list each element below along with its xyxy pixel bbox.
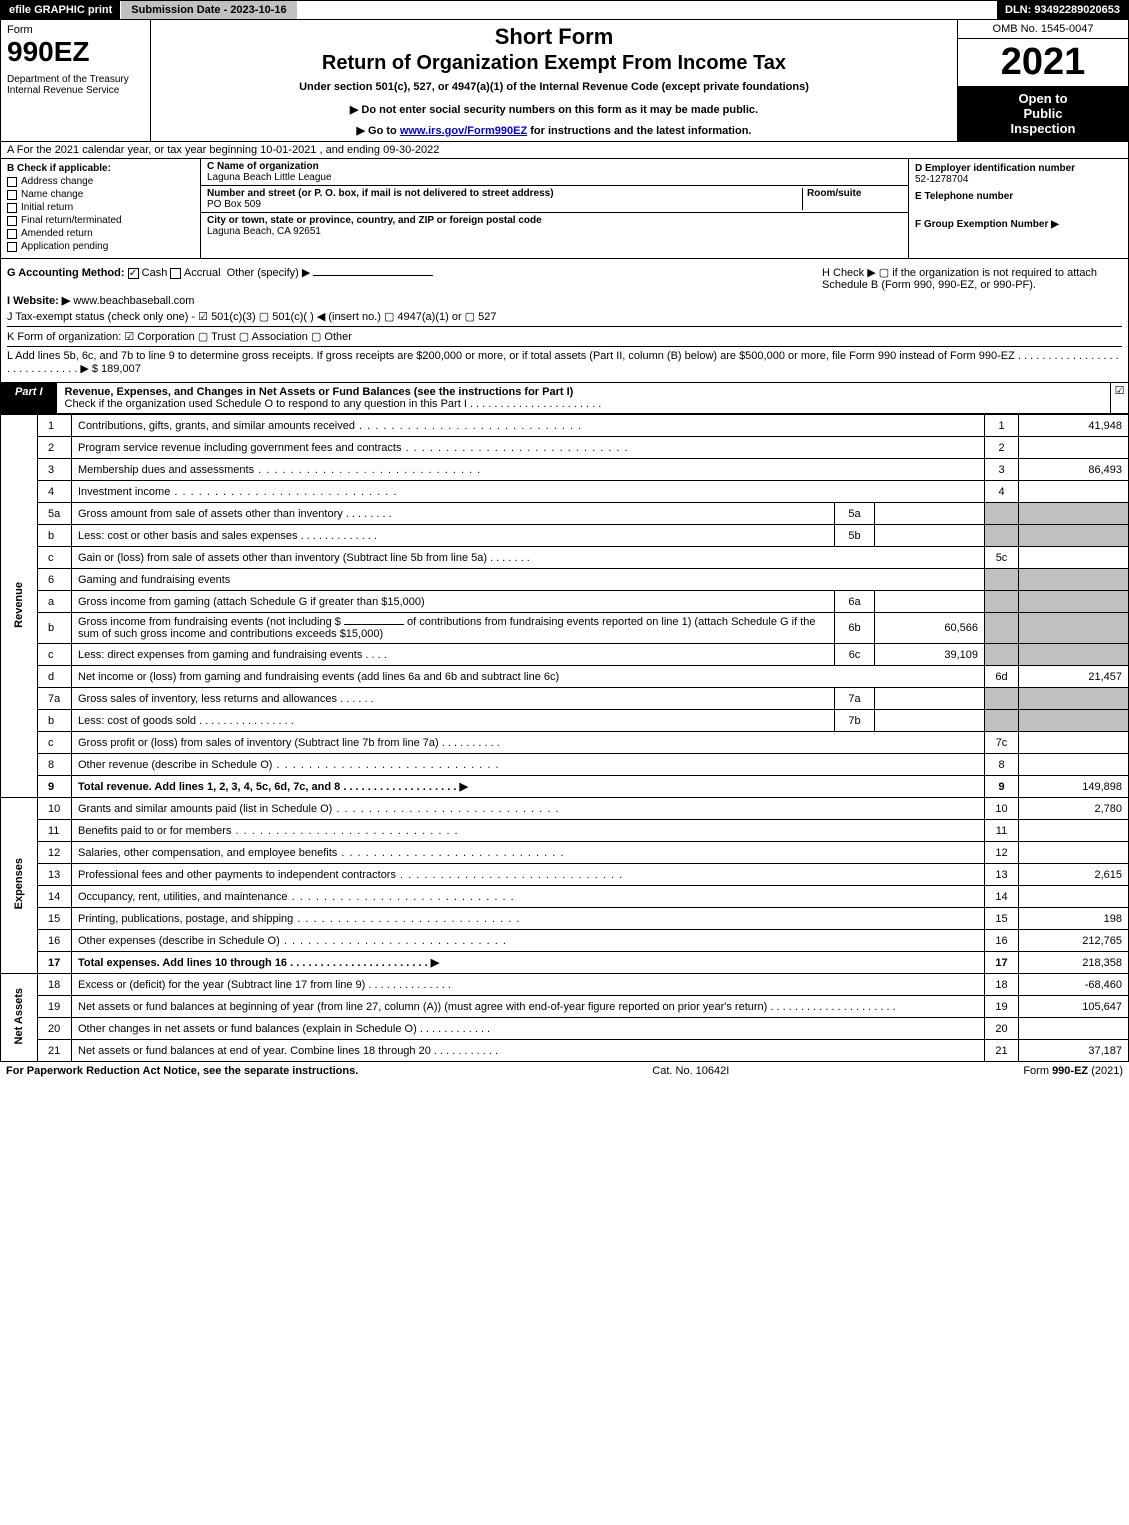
- under-section: Under section 501(c), 527, or 4947(a)(1)…: [159, 81, 949, 93]
- line-l: L Add lines 5b, 6c, and 7b to line 9 to …: [7, 346, 1122, 375]
- goto-line: ▶ Go to www.irs.gov/Form990EZ for instru…: [159, 124, 949, 137]
- inspection-box: Open to Public Inspection: [958, 87, 1128, 141]
- efile-print-button[interactable]: efile GRAPHIC print: [1, 1, 121, 19]
- form-word: Form: [7, 24, 144, 36]
- footer: For Paperwork Reduction Act Notice, see …: [0, 1062, 1129, 1080]
- checkbox-amended[interactable]: [7, 229, 17, 239]
- checkbox-final-return[interactable]: [7, 216, 17, 226]
- checkbox-accrual[interactable]: [170, 268, 181, 279]
- tax-year: 2021: [958, 39, 1128, 87]
- netassets-side-label: Net Assets: [1, 974, 38, 1062]
- lines-g-to-l: G Accounting Method: Cash Accrual Other …: [0, 259, 1129, 383]
- ein: 52-1278704: [915, 174, 1122, 185]
- box-c: C Name of organization Laguna Beach Litt…: [201, 159, 908, 258]
- short-form-label: Short Form: [159, 24, 949, 50]
- header-left: Form 990EZ Department of the Treasury In…: [1, 20, 151, 141]
- part1-checkbox[interactable]: ☑: [1110, 383, 1128, 413]
- section-b-c-d: B Check if applicable: Address change Na…: [0, 159, 1129, 259]
- form-number: 990EZ: [7, 38, 144, 66]
- line-j: J Tax-exempt status (check only one) - ☑…: [7, 310, 1122, 323]
- checkbox-initial-return[interactable]: [7, 203, 17, 213]
- ssn-warning: ▶ Do not enter social security numbers o…: [159, 103, 949, 116]
- cat-no: Cat. No. 10642I: [652, 1065, 729, 1077]
- dept-treasury: Department of the Treasury Internal Reve…: [7, 74, 144, 96]
- part-1-header: Part I Revenue, Expenses, and Changes in…: [0, 383, 1129, 414]
- checkbox-name-change[interactable]: [7, 190, 17, 200]
- row-a: A For the 2021 calendar year, or tax yea…: [0, 142, 1129, 159]
- line-h: H Check ▶ ▢ if the organization is not r…: [822, 266, 1122, 291]
- checkbox-app-pending[interactable]: [7, 242, 17, 252]
- revenue-side-label: Revenue: [1, 415, 38, 798]
- submission-date: Submission Date - 2023-10-16: [121, 1, 296, 19]
- part1-table: Revenue 1 Contributions, gifts, grants, …: [0, 414, 1129, 1062]
- header-mid: Short Form Return of Organization Exempt…: [151, 20, 958, 141]
- checkbox-address-change[interactable]: [7, 177, 17, 187]
- box-b: B Check if applicable: Address change Na…: [1, 159, 201, 258]
- irs-link[interactable]: www.irs.gov/Form990EZ: [400, 125, 527, 137]
- dln-label: DLN: 93492289020653: [997, 1, 1128, 19]
- website: www.beachbaseball.com: [73, 295, 194, 307]
- line-k: K Form of organization: ☑ Corporation ▢ …: [7, 326, 1122, 343]
- checkbox-cash[interactable]: [128, 268, 139, 279]
- expenses-side-label: Expenses: [1, 798, 38, 974]
- box-d-e-f: D Employer identification number 52-1278…: [908, 159, 1128, 258]
- top-bar: efile GRAPHIC print Submission Date - 20…: [0, 0, 1129, 20]
- header-right: OMB No. 1545-0047 2021 Open to Public In…: [958, 20, 1128, 141]
- form-header: Form 990EZ Department of the Treasury In…: [0, 20, 1129, 142]
- form-title: Return of Organization Exempt From Incom…: [159, 52, 949, 75]
- omb-number: OMB No. 1545-0047: [958, 20, 1128, 39]
